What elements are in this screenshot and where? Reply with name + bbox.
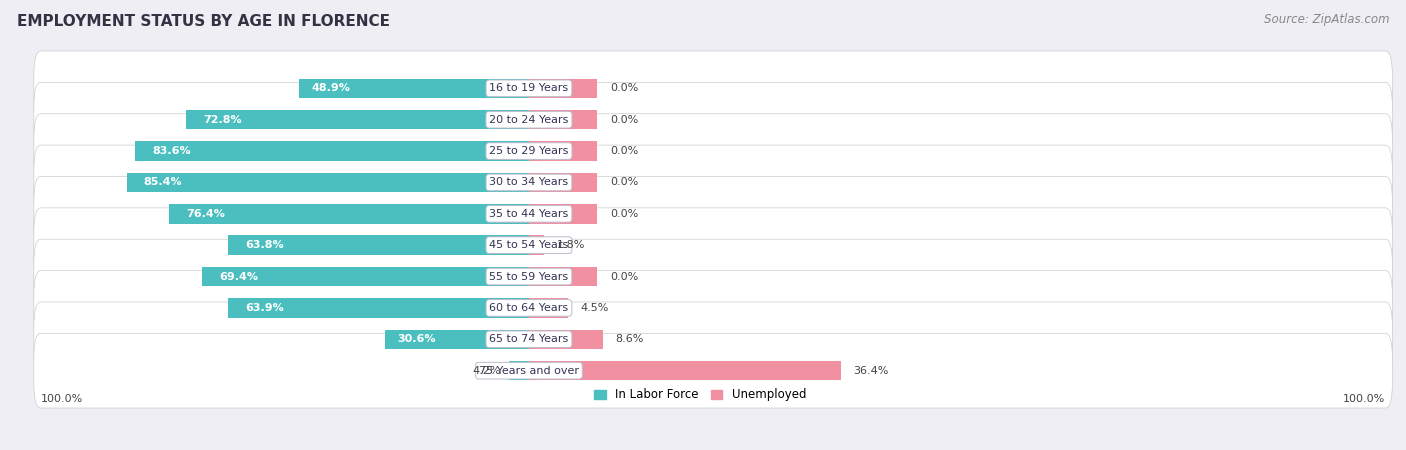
Text: 4.2%: 4.2% (472, 366, 501, 376)
Text: 72.8%: 72.8% (202, 115, 242, 125)
Bar (228, 235, 529, 255)
Text: 76.4%: 76.4% (186, 209, 225, 219)
Text: 100.0%: 100.0% (1343, 394, 1385, 404)
Text: 0.0%: 0.0% (610, 83, 638, 93)
Bar (529, 361, 841, 380)
Text: 65 to 74 Years: 65 to 74 Years (489, 334, 568, 344)
Text: 8.6%: 8.6% (616, 334, 644, 344)
FancyBboxPatch shape (34, 239, 1392, 314)
Bar (127, 173, 529, 192)
Text: 30.6%: 30.6% (398, 334, 436, 344)
Text: 20 to 24 Years: 20 to 24 Years (489, 115, 568, 125)
Text: 0.0%: 0.0% (610, 146, 638, 156)
Bar (186, 110, 529, 130)
FancyBboxPatch shape (34, 333, 1392, 408)
FancyBboxPatch shape (34, 270, 1392, 345)
Text: 0.0%: 0.0% (610, 177, 638, 188)
Text: 63.8%: 63.8% (246, 240, 284, 250)
FancyBboxPatch shape (34, 51, 1392, 126)
Bar (298, 79, 529, 98)
Text: 0.0%: 0.0% (610, 271, 638, 282)
Text: 0.0%: 0.0% (610, 209, 638, 219)
FancyBboxPatch shape (34, 82, 1392, 157)
Bar (529, 235, 544, 255)
FancyBboxPatch shape (34, 114, 1392, 189)
Text: 25 to 29 Years: 25 to 29 Years (489, 146, 568, 156)
Bar (135, 141, 529, 161)
Text: 63.9%: 63.9% (245, 303, 284, 313)
Text: 48.9%: 48.9% (311, 83, 350, 93)
Bar (385, 329, 529, 349)
Text: 35 to 44 Years: 35 to 44 Years (489, 209, 568, 219)
Text: 55 to 59 Years: 55 to 59 Years (489, 271, 568, 282)
FancyBboxPatch shape (34, 176, 1392, 251)
Text: 1.8%: 1.8% (557, 240, 586, 250)
Text: 0.0%: 0.0% (610, 115, 638, 125)
Bar (202, 267, 529, 286)
Text: 4.5%: 4.5% (581, 303, 609, 313)
Text: 36.4%: 36.4% (853, 366, 889, 376)
FancyBboxPatch shape (34, 302, 1392, 377)
Bar (529, 173, 598, 192)
Bar (169, 204, 529, 224)
Text: 83.6%: 83.6% (152, 146, 191, 156)
Bar (529, 329, 603, 349)
Text: 30 to 34 Years: 30 to 34 Years (489, 177, 568, 188)
Text: 85.4%: 85.4% (143, 177, 183, 188)
Text: Source: ZipAtlas.com: Source: ZipAtlas.com (1264, 14, 1389, 27)
Bar (529, 267, 598, 286)
Text: 75 Years and over: 75 Years and over (479, 366, 579, 376)
Legend: In Labor Force, Unemployed: In Labor Force, Unemployed (589, 384, 811, 406)
FancyBboxPatch shape (34, 208, 1392, 283)
Bar (228, 298, 529, 318)
Bar (529, 298, 568, 318)
Bar (509, 361, 529, 380)
Text: 45 to 54 Years: 45 to 54 Years (489, 240, 568, 250)
Text: EMPLOYMENT STATUS BY AGE IN FLORENCE: EMPLOYMENT STATUS BY AGE IN FLORENCE (17, 14, 389, 28)
Text: 60 to 64 Years: 60 to 64 Years (489, 303, 568, 313)
Bar (529, 204, 598, 224)
Bar (529, 141, 598, 161)
Text: 100.0%: 100.0% (41, 394, 83, 404)
Text: 69.4%: 69.4% (219, 271, 259, 282)
FancyBboxPatch shape (34, 145, 1392, 220)
Bar (529, 110, 598, 130)
Text: 16 to 19 Years: 16 to 19 Years (489, 83, 568, 93)
Bar (529, 79, 598, 98)
